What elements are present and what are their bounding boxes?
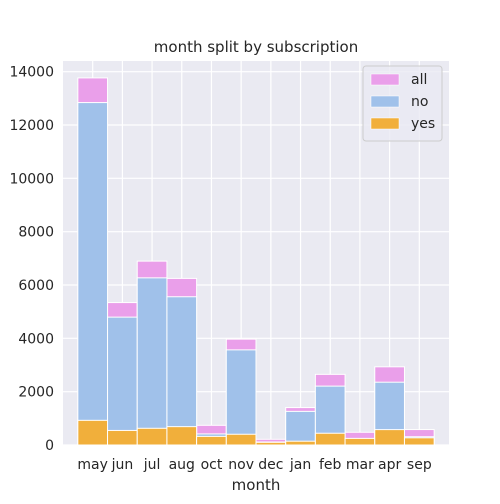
y-tick-labels: 0 2000 4000 6000 8000 10000 12000 14000 — [9, 65, 54, 454]
x-tick-label: jun — [111, 457, 134, 473]
legend-label-no: no — [411, 94, 428, 110]
bar-yes-oct — [196, 435, 227, 446]
y-tick-label: 12000 — [9, 118, 54, 134]
x-tick-labels: may jun jul aug oct nov dec jan feb mar apr sep — [77, 457, 431, 473]
bars — [77, 77, 435, 446]
bar-yes-jul — [136, 427, 168, 446]
x-tick-label: nov — [228, 457, 254, 473]
x-tick-label: aug — [169, 457, 195, 473]
bar-yes-sep — [403, 437, 435, 446]
bar-no-jan — [285, 410, 316, 446]
x-tick-label: jul — [143, 457, 161, 473]
bar-yes-apr — [374, 429, 405, 446]
x-tick-label: sep — [407, 457, 432, 473]
x-tick-label: apr — [378, 457, 401, 473]
x-tick-label: dec — [258, 457, 283, 473]
chart-title: month split by subscription — [154, 38, 358, 56]
bar-yes-nov — [225, 433, 257, 446]
y-tick-label: 2000 — [18, 385, 54, 401]
bar-no-jul — [136, 277, 168, 446]
bar-yes-dec — [255, 441, 287, 446]
bar-yes-mar — [344, 437, 376, 446]
y-tick-label: 10000 — [9, 171, 54, 187]
bar-yes-feb — [314, 432, 346, 446]
y-tick-label: 6000 — [18, 278, 54, 294]
legend-swatch-all — [370, 73, 400, 86]
bar-yes-jan — [285, 440, 316, 446]
bar-no-may — [77, 102, 109, 446]
x-tick-label: oct — [201, 457, 223, 473]
legend-swatch-no — [370, 95, 400, 108]
legend-label-all: all — [411, 72, 427, 88]
bar-yes-aug — [166, 426, 198, 446]
bar-yes-jun — [107, 429, 138, 446]
bar-no-nov — [225, 349, 257, 446]
x-tick-label: mar — [346, 457, 374, 473]
x-tick-label: jan — [289, 457, 311, 473]
x-tick-label: feb — [319, 457, 342, 473]
legend-swatch-yes — [370, 117, 400, 130]
legend: all no yes — [362, 65, 443, 142]
bar-yes-may — [77, 419, 109, 446]
y-tick-label: 4000 — [18, 331, 54, 347]
y-tick-label: 0 — [45, 438, 54, 454]
legend-label-yes: yes — [411, 116, 435, 132]
bar-no-jun — [107, 316, 138, 446]
bar-no-aug — [166, 296, 198, 446]
y-tick-label: 14000 — [9, 65, 54, 81]
y-tick-label: 8000 — [18, 225, 54, 241]
x-tick-label: may — [77, 457, 108, 473]
x-axis-label: month — [232, 476, 281, 494]
